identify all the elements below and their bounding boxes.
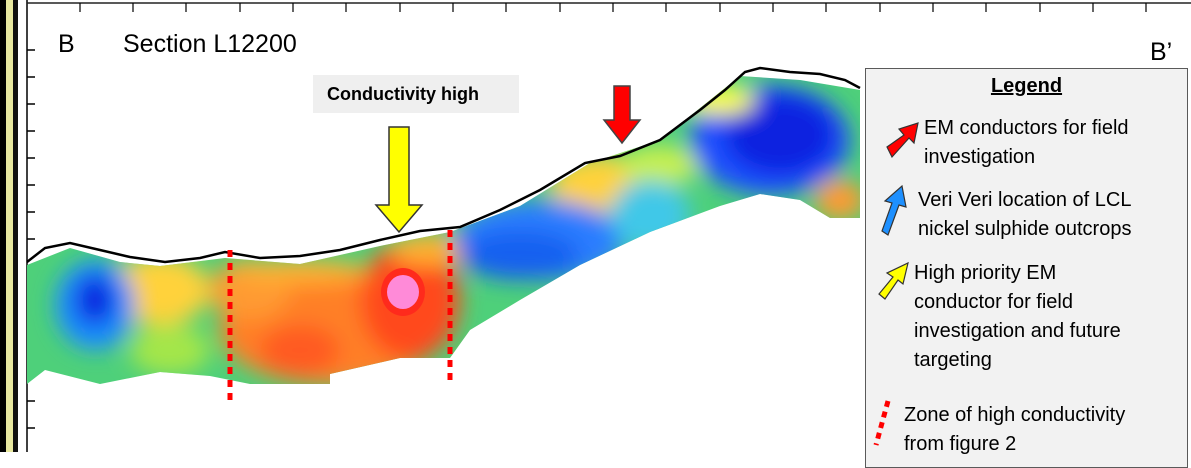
legend-item-label: High priority EM conductor for field inves… <box>914 262 1121 371</box>
legend-item-label: Veri Veri location of LCL nickel sulphide… <box>918 189 1132 240</box>
callout-box <box>313 75 519 113</box>
callout-label: Conductivity high <box>327 84 479 104</box>
section-end-label: B’ <box>1150 38 1173 66</box>
red-arrow-icon <box>886 122 919 159</box>
topography-line <box>26 66 861 264</box>
blue-arrow-icon <box>881 184 907 236</box>
legend-title: Legend <box>990 75 1063 97</box>
conductivity-section <box>0 0 1191 452</box>
yellow-arrow-icon <box>878 261 909 300</box>
legend: Legend EM conductors for field investigat… <box>865 68 1188 468</box>
em-conductor-arrow <box>602 85 642 145</box>
red-dotted-line-icon <box>873 400 891 446</box>
legend-item-label: EM conductors for field investigation <box>924 117 1129 168</box>
section-title: Section L12200 <box>123 30 297 58</box>
high-priority-conductor-arrow <box>374 126 424 234</box>
section-start-label: B <box>58 30 75 58</box>
legend-item-label: Zone of high conductivity from figure 2 <box>904 404 1126 455</box>
